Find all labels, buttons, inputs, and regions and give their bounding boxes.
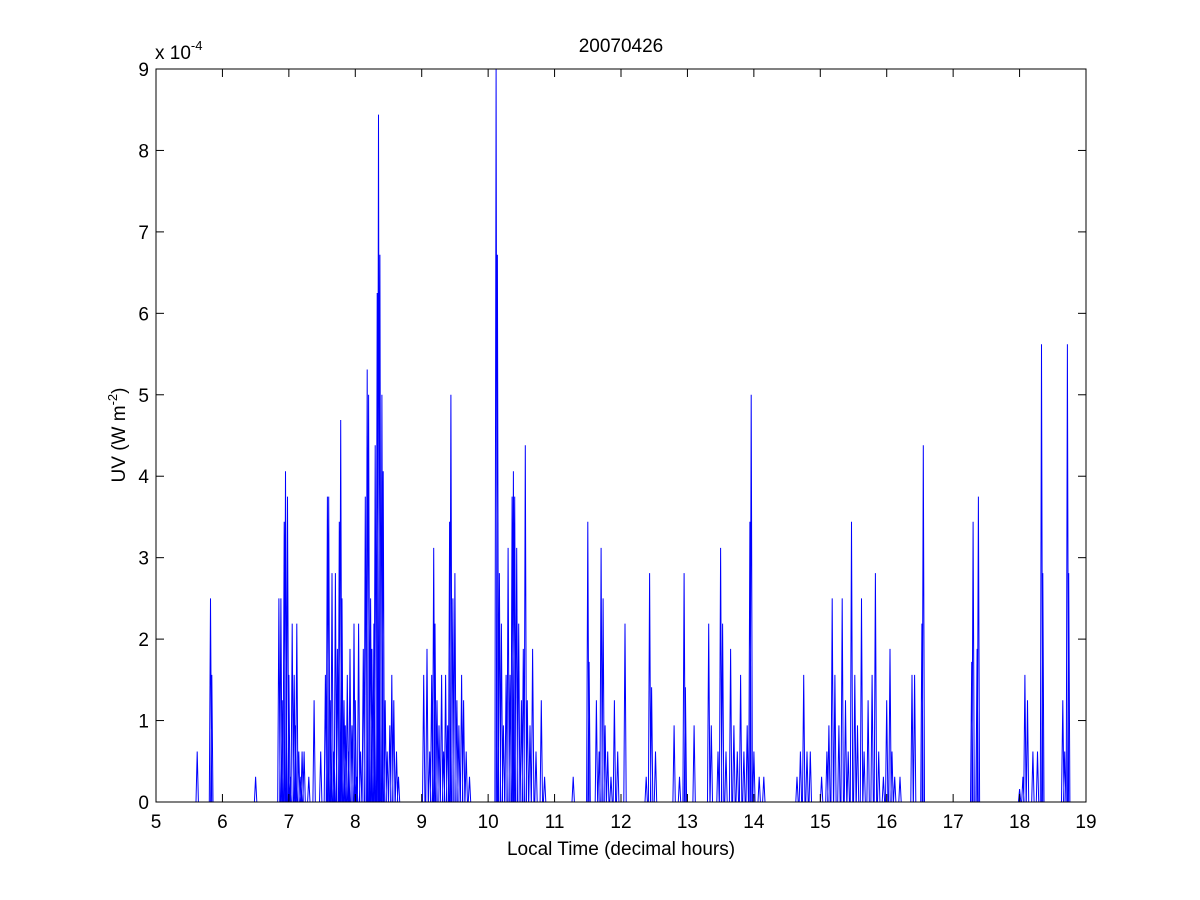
x-tick-label: 14 <box>743 812 765 833</box>
x-tick-label: 18 <box>1009 812 1030 833</box>
uv-series-line <box>156 68 1086 803</box>
x-tick-label: 6 <box>217 812 228 833</box>
x-axis-label: Local Time (decimal hours) <box>507 839 735 860</box>
y-tick-label: 8 <box>138 141 149 162</box>
x-tick-label: 5 <box>151 812 162 833</box>
y-exponent-power: -4 <box>191 38 203 53</box>
y-tick-label: 4 <box>138 467 149 488</box>
y-axis-label-superscript: -2 <box>105 394 120 406</box>
chart-title: 20070426 <box>579 36 664 57</box>
x-tick-label: 8 <box>350 812 361 833</box>
x-tick-label: 17 <box>943 812 964 833</box>
x-tick-label: 10 <box>478 812 499 833</box>
y-axis-label-close: ) <box>109 388 130 394</box>
series-layer <box>156 68 1086 803</box>
y-tick-label: 2 <box>138 630 149 651</box>
plot-area <box>156 69 1086 802</box>
x-tick-label: 12 <box>610 812 631 833</box>
y-tick-label: 1 <box>138 712 149 733</box>
y-tick-label: 7 <box>138 223 149 244</box>
y-tick-label: 5 <box>138 386 149 407</box>
y-tick-label: 0 <box>138 793 149 814</box>
x-tick-label: 19 <box>1075 812 1096 833</box>
x-tick-label: 7 <box>284 812 295 833</box>
x-tick-label: 15 <box>810 812 831 833</box>
y-tick-label: 3 <box>138 549 149 570</box>
y-exponent-base: x 10 <box>155 43 191 64</box>
y-axis-label-main: UV (W m <box>109 405 130 482</box>
x-tick-label: 9 <box>416 812 427 833</box>
y-tick-label: 6 <box>138 304 149 325</box>
axes-frame <box>155 68 1087 803</box>
y-tick-label: 9 <box>138 60 149 81</box>
x-tick-label: 16 <box>876 812 897 833</box>
x-tick-label: 13 <box>677 812 698 833</box>
x-tick-label: 11 <box>545 812 565 833</box>
y-exponent-label: x 10-4 <box>155 38 202 64</box>
y-axis-label: UV (W m-2) <box>105 388 130 483</box>
